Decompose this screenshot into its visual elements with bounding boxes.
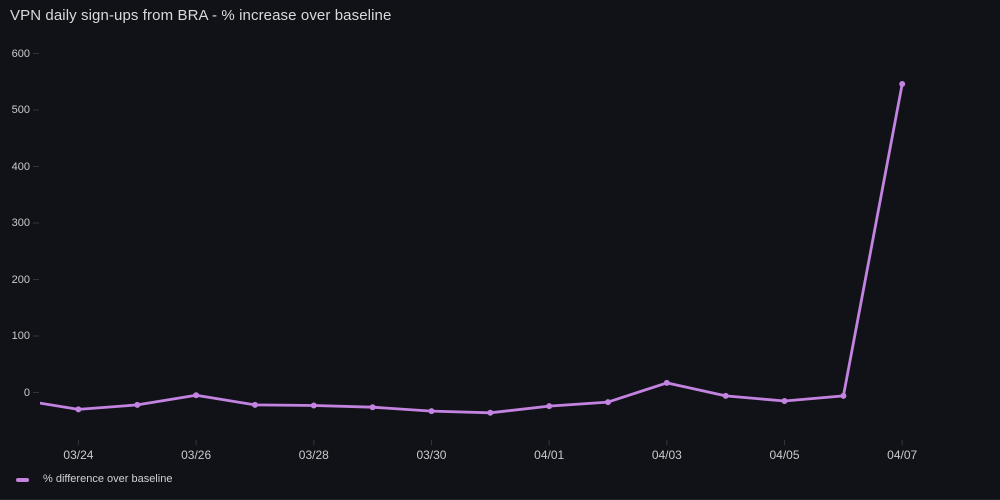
x-axis-tick-label: 03/26 — [181, 448, 212, 462]
data-point-marker[interactable] — [310, 402, 317, 409]
data-point-marker[interactable] — [899, 81, 906, 87]
data-point-marker[interactable] — [781, 398, 788, 404]
data-point-marker[interactable] — [605, 399, 611, 406]
x-axis-tick-label: 03/28 — [298, 448, 329, 462]
data-point-marker[interactable] — [487, 409, 494, 416]
data-point-marker[interactable] — [193, 392, 200, 399]
data-point-marker[interactable] — [663, 379, 670, 386]
data-point-marker[interactable] — [428, 408, 435, 415]
y-axis-tick-label: 500 — [11, 104, 30, 116]
legend-series-swatch-icon — [16, 477, 29, 482]
data-point-marker[interactable] — [840, 392, 847, 399]
y-axis-tick-label: 200 — [11, 273, 30, 286]
data-point-marker[interactable] — [75, 406, 82, 413]
axis-tick-marks — [33, 53, 903, 445]
y-axis-tick-label: 600 — [11, 47, 30, 60]
data-point-marker[interactable] — [546, 403, 553, 410]
y-axis-tick-label: 400 — [11, 160, 30, 173]
x-axis-tick-label: 04/03 — [651, 448, 682, 462]
data-point-marker[interactable] — [252, 401, 258, 408]
data-point-marker[interactable] — [722, 392, 729, 399]
x-axis-tick-label: 04/05 — [769, 448, 800, 462]
panel-title: VPN daily sign-ups from BRA - % increase… — [10, 7, 392, 24]
y-axis-tick-label: 0 — [23, 386, 30, 399]
x-axis-tick-label: 04/01 — [534, 448, 565, 462]
y-axis-tick-label: 100 — [11, 330, 30, 342]
y-axis-tick-label: 300 — [11, 217, 30, 229]
x-axis-tick-label: 03/24 — [63, 448, 94, 462]
legend-item[interactable]: % difference over baseline — [16, 472, 172, 487]
x-axis-tick-label: 03/30 — [416, 448, 447, 462]
legend: % difference over baseline — [16, 472, 172, 487]
legend-series-label: % difference over baseline — [43, 473, 173, 485]
data-point-marker[interactable] — [369, 404, 376, 411]
x-axis-tick-label: 04/07 — [887, 448, 918, 462]
data-point-marker[interactable] — [134, 401, 141, 408]
series-line — [40, 82, 904, 415]
